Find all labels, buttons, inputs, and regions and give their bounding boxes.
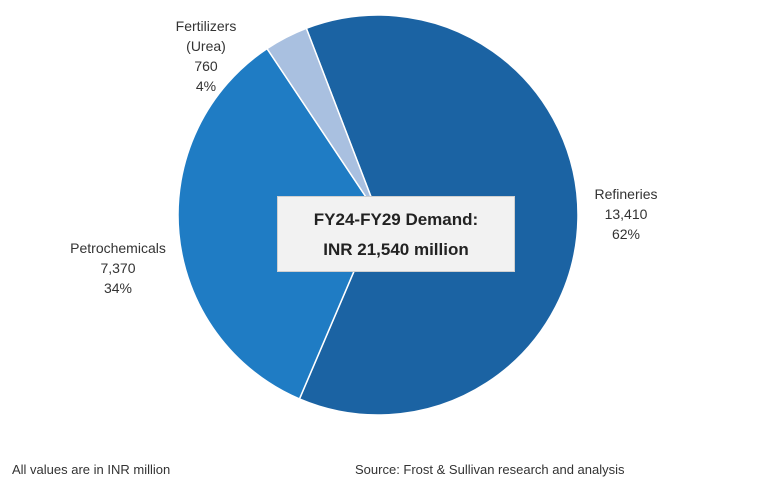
center-annotation: FY24-FY29 Demand: INR 21,540 million <box>277 196 515 272</box>
percent-label: 62% <box>611 226 641 242</box>
source: Source: Frost & Sullivan research and an… <box>355 462 625 477</box>
slice-label: Petrochemicals 7,370 34% <box>58 238 178 298</box>
value-label: 760 <box>194 58 218 74</box>
percent-label: 4% <box>195 78 217 94</box>
category-label: Petrochemicals <box>70 240 166 256</box>
slice-label: Refineries 13,410 62% <box>590 184 662 244</box>
value-label: 13,410 <box>604 206 648 222</box>
annotation: INR 21,540 million <box>323 240 469 259</box>
category-label: Refineries <box>594 186 658 202</box>
percent-label: 34% <box>103 280 133 296</box>
annotation: FY24-FY29 Demand: <box>313 210 479 229</box>
footnote: All values are in INR million <box>12 462 171 477</box>
category-label: Fertilizers (Urea) <box>175 18 237 54</box>
pie-slice <box>265 27 379 216</box>
slice-label: Fertilizers (Urea) 760 4% <box>168 16 244 96</box>
value-label: 7,370 <box>100 260 136 276</box>
